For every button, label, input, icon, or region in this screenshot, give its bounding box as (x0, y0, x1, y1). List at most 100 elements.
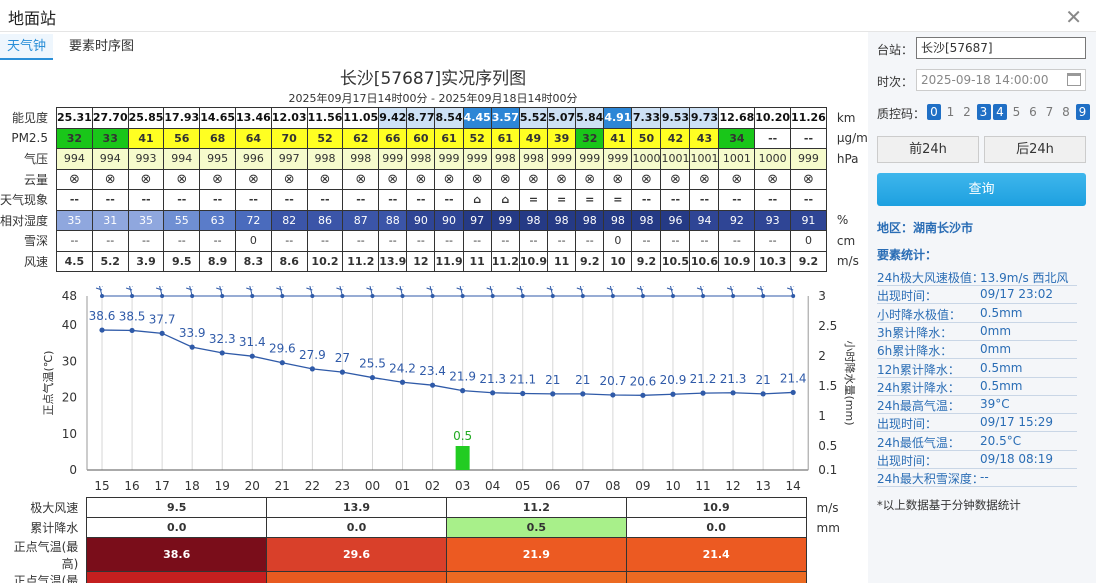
element-cell: -- (547, 230, 577, 252)
temperature-label: 31.4 (239, 335, 266, 349)
element-cell: 8.6 (270, 250, 308, 272)
next-24h-button[interactable]: 后24h (984, 136, 1086, 163)
element-cell: 10 (603, 250, 633, 272)
qc-code-0[interactable]: 0 (927, 104, 941, 120)
element-cell: 999 (434, 148, 464, 170)
query-button[interactable]: 查询 (877, 173, 1086, 206)
element-cell: 998 (306, 148, 344, 170)
calendar-icon[interactable] (1067, 73, 1081, 86)
temperature-point (460, 388, 466, 394)
element-cell: -- (754, 230, 792, 252)
element-cell: 11 (547, 250, 577, 272)
close-icon[interactable]: ✕ (1065, 5, 1082, 29)
element-cell: 999 (378, 148, 408, 170)
summary-unit: m/s (816, 500, 839, 515)
element-cell: -- (406, 189, 436, 211)
element-cell: -- (575, 230, 605, 252)
element-cell: ⊗ (754, 168, 792, 190)
element-cell: -- (790, 127, 827, 149)
wind-barb (336, 286, 344, 297)
element-unit: km (836, 110, 856, 125)
element-cell: 66 (378, 127, 408, 149)
tab-weather-clock[interactable]: 天气钟 (0, 34, 54, 60)
stat-row: 出现时间： 09/17 23:02 (877, 286, 1077, 305)
x-tick-label: 14 (786, 479, 801, 493)
element-cell: 8.3 (235, 250, 272, 272)
element-cell: ⊗ (56, 168, 93, 190)
y-right-title: 小时降水量(mm) (843, 340, 857, 425)
element-cell: 10.5 (660, 250, 691, 272)
element-cell: 998 (518, 148, 549, 170)
element-cell: 63 (199, 209, 236, 231)
prev-24h-button[interactable]: 前24h (877, 136, 979, 163)
wind-barb (396, 286, 404, 297)
temperature-line (102, 329, 794, 396)
wind-barb (246, 286, 254, 297)
x-tick-label: 17 (154, 479, 169, 493)
element-cell: 93 (754, 209, 792, 231)
stat-value: 20.5°C (980, 433, 1022, 448)
element-cell: = (575, 189, 605, 211)
x-tick-label: 19 (215, 479, 230, 493)
element-cell: -- (689, 230, 720, 252)
element-cell: ⊗ (91, 168, 129, 190)
qc-code-1[interactable]: 1 (946, 105, 955, 119)
element-cell: -- (127, 189, 165, 211)
wind-barb (726, 286, 735, 297)
qc-code-3[interactable]: 3 (976, 104, 991, 120)
element-cell: 61 (490, 127, 520, 149)
element-cell: 10.9 (518, 250, 549, 272)
element-cell: 98 (547, 209, 577, 231)
element-cell: 27.70 (91, 107, 129, 129)
element-cell: 98 (631, 209, 662, 231)
element-cell: 11 (462, 250, 492, 272)
summary-label: 极大风速 (30, 501, 79, 515)
x-tick-label: 18 (185, 479, 200, 493)
qc-code-8[interactable]: 8 (1062, 105, 1070, 119)
element-unit (826, 169, 872, 190)
right-panel: 台站： 长沙[57687] 时次： 2025-09-18 14:00:00 质控… (868, 32, 1096, 583)
stat-row: 24h极大风速极值： 13.9m/s 西北风 (877, 268, 1077, 286)
element-cell: 11.56 (306, 107, 344, 129)
time-input[interactable]: 2025-09-18 14:00:00 (916, 69, 1086, 91)
qc-code-6[interactable]: 6 (1029, 105, 1037, 119)
element-cell: 17.93 (163, 107, 201, 129)
element-cell: 12.03 (270, 107, 308, 129)
stat-value: -- (980, 470, 989, 485)
tab-element-series[interactable]: 要素时序图 (69, 39, 135, 54)
summary-unit: mm (816, 520, 840, 535)
element-cell: -- (56, 189, 93, 211)
element-row: 云量 ⊗ ⊗ ⊗ ⊗ ⊗ ⊗ ⊗ ⊗ ⊗ ⊗ ⊗ ⊗ ⊗ ⊗ ⊗ ⊗ ⊗ ⊗ ⊗ ⊗ ⊗ ⊗ ⊗ ⊗ (0, 168, 873, 190)
summary-cell: 21.9 (445, 537, 627, 572)
element-cell: = (603, 189, 633, 211)
y-right-tick: 2 (818, 349, 826, 363)
element-cell: 32 (56, 127, 93, 149)
y-right-tick: 3 (818, 289, 826, 303)
summary-cell: 0.5 (445, 517, 627, 538)
element-unit: cm (836, 233, 856, 248)
qc-code-5[interactable]: 5 (1012, 105, 1021, 119)
element-cell: -- (462, 230, 492, 252)
qc-code-9[interactable]: 9 (1075, 104, 1090, 120)
qc-code-7[interactable]: 7 (1045, 105, 1054, 119)
time-value: 2025-09-18 14:00:00 (921, 73, 1049, 87)
element-cell: 994 (91, 148, 129, 170)
temperature-label: 21.4 (780, 371, 807, 385)
x-tick-label: 10 (665, 479, 680, 493)
element-cell: ⊗ (575, 168, 605, 190)
temperature-label: 21 (755, 373, 770, 387)
element-cell: 88 (378, 209, 408, 231)
station-input[interactable]: 长沙[57687] (916, 37, 1086, 59)
qc-code-2[interactable]: 2 (963, 105, 971, 119)
element-cell: ⊗ (660, 168, 691, 190)
y-right-tick: 2.5 (818, 319, 837, 333)
element-label: PM2.5 (11, 131, 49, 146)
temperature-point (520, 390, 526, 397)
wind-barb (787, 286, 795, 297)
temperature-point (790, 389, 796, 396)
temperature-point (399, 379, 406, 385)
qc-code-4[interactable]: 4 (993, 104, 1007, 120)
x-tick-label: 04 (485, 479, 500, 493)
temperature-label: 38.5 (119, 309, 146, 323)
element-label: 气压 (24, 152, 49, 167)
